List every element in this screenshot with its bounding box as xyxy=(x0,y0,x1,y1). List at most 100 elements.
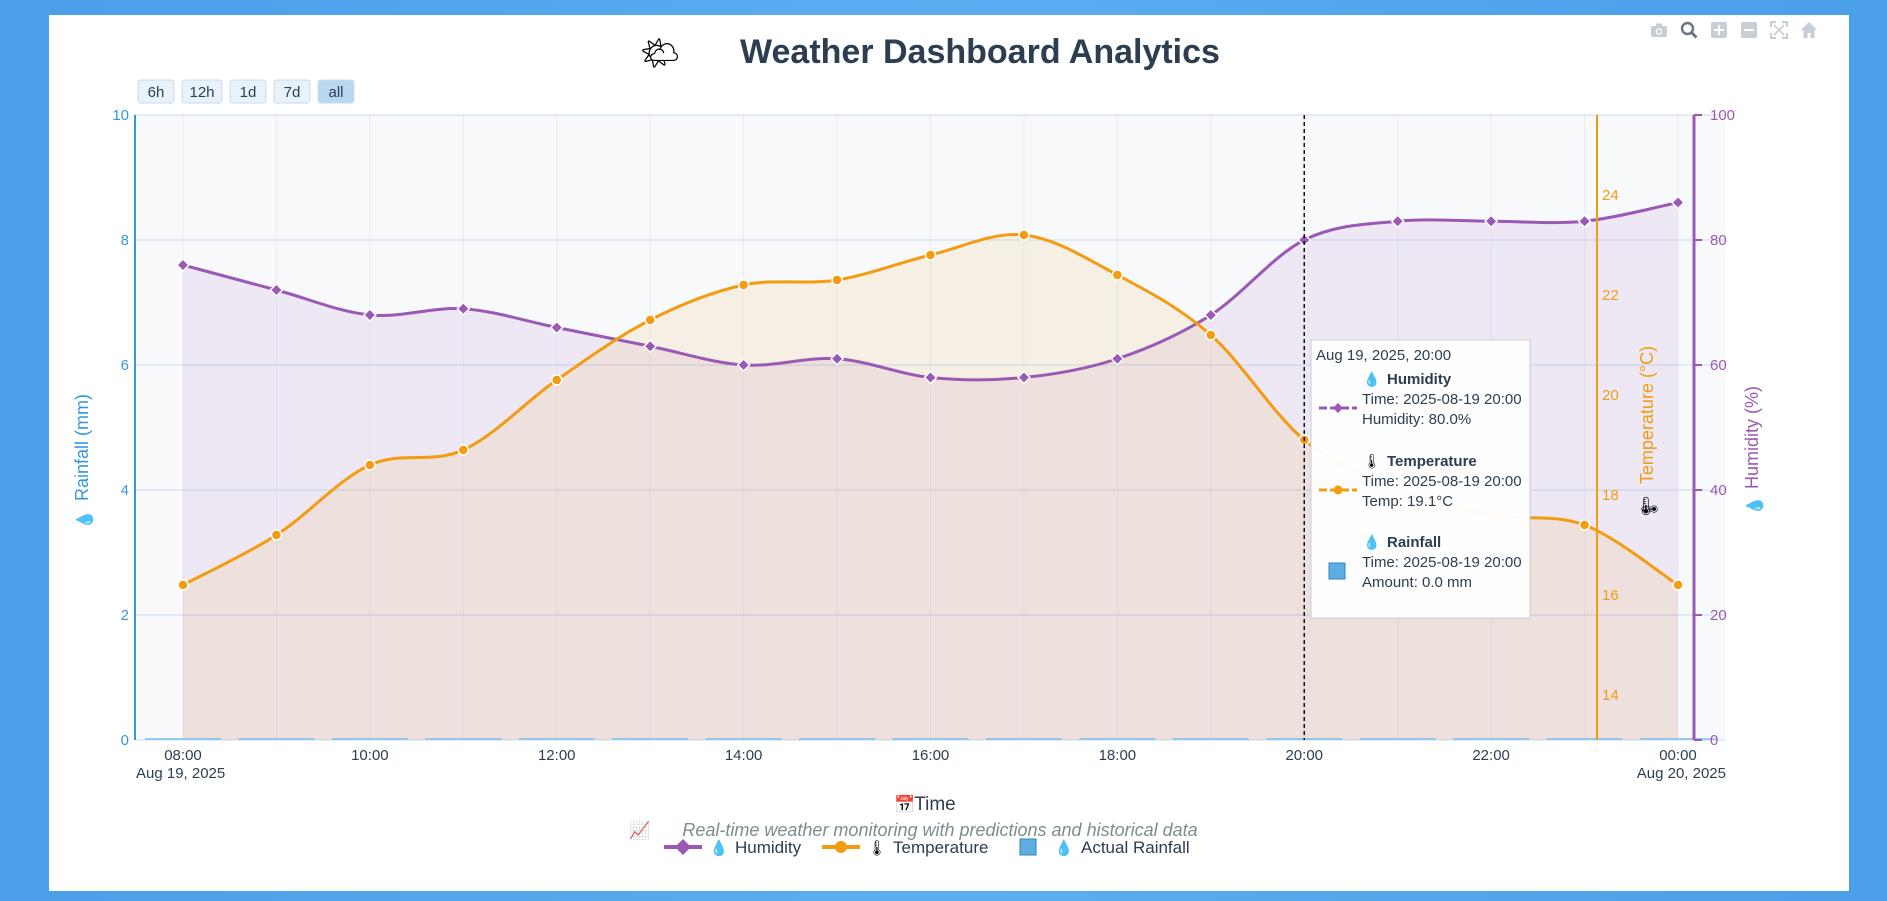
tooltip-section: 💧 Rainfall Time: 2025-08-19 20:00 Amount: 0… xyxy=(1362,534,1522,591)
tooltip-section: 💧 Humidity Time: 2025-08-19 20:00 Humidity:… xyxy=(1362,371,1522,428)
rainfall-bar[interactable] xyxy=(331,738,408,740)
range-button-6h[interactable]: 6h xyxy=(137,79,175,104)
x-tick-label: 22:00 xyxy=(1472,747,1510,764)
temperature-point[interactable] xyxy=(1111,269,1124,281)
tooltip-time: Time: 2025-08-19 20:00 xyxy=(1362,554,1522,571)
x-tick-date: Aug 20, 2025 xyxy=(1637,765,1726,782)
range-button-1d[interactable]: 1d xyxy=(229,79,267,104)
range-button-bg xyxy=(137,79,175,104)
temperature-point[interactable] xyxy=(737,279,750,291)
rainfall-bar[interactable] xyxy=(1546,738,1623,740)
temperature-point[interactable] xyxy=(1578,519,1591,531)
thermometer-icon: 🌡 xyxy=(867,840,886,857)
rainfall-bar[interactable] xyxy=(892,738,969,740)
temperature-point[interactable] xyxy=(270,529,283,541)
humidity-point[interactable] xyxy=(362,307,377,323)
y2-tick-label: 18 xyxy=(1602,487,1619,504)
temperature-point[interactable] xyxy=(1018,229,1030,241)
humidity-point[interactable] xyxy=(1577,214,1592,229)
humidity-point[interactable] xyxy=(175,257,191,273)
chart-title: Weather Dashboard Analytics xyxy=(740,33,1220,71)
temperature-point[interactable] xyxy=(177,579,189,591)
rainfall-bar[interactable] xyxy=(425,738,502,740)
tooltip-header: Aug 19, 2025, 20:00 xyxy=(1316,347,1451,364)
range-button-7d[interactable]: 7d xyxy=(273,79,311,104)
humidity-point[interactable] xyxy=(456,301,471,316)
humidity-point[interactable] xyxy=(1297,232,1312,248)
humidity-point[interactable] xyxy=(1390,214,1405,229)
tooltip-time: Time: 2025-08-19 20:00 xyxy=(1362,391,1522,408)
humidity-point[interactable] xyxy=(1016,370,1032,385)
droplet-icon: 💧 xyxy=(75,510,94,530)
humidity-point[interactable] xyxy=(269,282,284,298)
legend-item-temperature[interactable]: 🌡 Temperature xyxy=(822,838,988,857)
rainfall-bar[interactable] xyxy=(1359,738,1436,740)
temperature-point[interactable] xyxy=(831,274,843,286)
rainfall-bar[interactable] xyxy=(1172,738,1249,740)
humidity-point[interactable] xyxy=(549,320,564,335)
y-tick-label: 2 xyxy=(121,607,129,624)
rainfall-bar[interactable] xyxy=(1079,738,1156,740)
legend-item-humidity[interactable]: 💧 Humidity xyxy=(664,838,802,857)
modebar xyxy=(1648,20,1820,40)
range-button-all[interactable]: all xyxy=(317,79,355,104)
y2-tick-label: 14 xyxy=(1602,687,1619,704)
tooltip-value: Amount: 0.0 mm xyxy=(1362,574,1472,591)
humidity-point[interactable] xyxy=(1484,214,1499,229)
temperature-point[interactable] xyxy=(924,249,937,261)
legend-humidity-marker xyxy=(675,839,691,855)
humidity-point[interactable] xyxy=(1670,195,1686,210)
y2-tick-label: 24 xyxy=(1602,187,1619,204)
y-tick-label: 10 xyxy=(112,107,129,124)
humidity-point[interactable] xyxy=(643,339,658,354)
chart-subtitle: Real-time weather monitoring with predic… xyxy=(682,820,1197,840)
x-tick-date: Aug 19, 2025 xyxy=(136,765,225,782)
droplet-icon: 💧 xyxy=(1363,534,1380,551)
temperature-point[interactable] xyxy=(551,374,563,386)
legend-rainfall-marker xyxy=(1019,838,1037,856)
humidity-point[interactable] xyxy=(923,370,938,385)
rainfall-bar[interactable] xyxy=(1640,738,1716,740)
temperature-point[interactable] xyxy=(1672,579,1684,591)
rainfall-bar[interactable] xyxy=(612,738,689,740)
zoom-in-icon[interactable] xyxy=(1708,20,1730,40)
home-icon[interactable] xyxy=(1798,20,1820,40)
x-tick-label: 14:00 xyxy=(725,747,763,764)
rainfall-bar[interactable] xyxy=(799,738,876,740)
temperature-point[interactable] xyxy=(364,459,376,471)
rainfall-bar[interactable] xyxy=(1453,738,1530,740)
legend-item-rainfall[interactable]: 💧 Actual Rainfall xyxy=(1019,838,1190,857)
rainfall-bar[interactable] xyxy=(238,738,315,740)
rainfall-bar[interactable] xyxy=(705,738,782,740)
temperature-point[interactable] xyxy=(644,314,656,326)
rainfall-bar[interactable] xyxy=(145,738,221,740)
x-tick-label: 08:00 xyxy=(164,747,202,764)
zoom-out-icon[interactable] xyxy=(1738,20,1760,40)
range-button-label: 7d xyxy=(284,84,301,101)
temperature-point[interactable] xyxy=(1205,329,1217,341)
y-tick-label: 4 xyxy=(121,482,129,499)
zoom-icon[interactable] xyxy=(1678,20,1700,40)
y2-tick-label: 16 xyxy=(1602,587,1619,604)
range-button-12h[interactable]: 12h xyxy=(181,79,223,104)
chart-trend-icon: 📈 xyxy=(629,820,650,840)
humidity-point[interactable] xyxy=(1110,351,1125,366)
rainfall-bar[interactable] xyxy=(518,738,595,740)
x-tick-label: 10:00 xyxy=(351,747,389,764)
tooltip-value: Temp: 19.1°C xyxy=(1362,493,1453,510)
tooltip-humidity-marker xyxy=(1333,403,1343,413)
range-button-bg xyxy=(273,79,311,104)
humidity-point[interactable] xyxy=(1203,307,1218,323)
humidity-point[interactable] xyxy=(736,357,751,373)
y3-tick-label: 100 xyxy=(1710,107,1735,124)
tooltip-rainfall-swatch xyxy=(1328,562,1346,580)
tooltip-section-title: Humidity xyxy=(1387,371,1452,388)
autoscale-icon[interactable] xyxy=(1768,20,1790,40)
y3-tick-label: 60 xyxy=(1710,357,1727,374)
y2-tick-label: 20 xyxy=(1602,387,1619,404)
humidity-point[interactable] xyxy=(830,351,845,366)
camera-icon[interactable] xyxy=(1648,20,1670,40)
temperature-point[interactable] xyxy=(457,444,470,456)
rainfall-bar[interactable] xyxy=(985,738,1062,740)
